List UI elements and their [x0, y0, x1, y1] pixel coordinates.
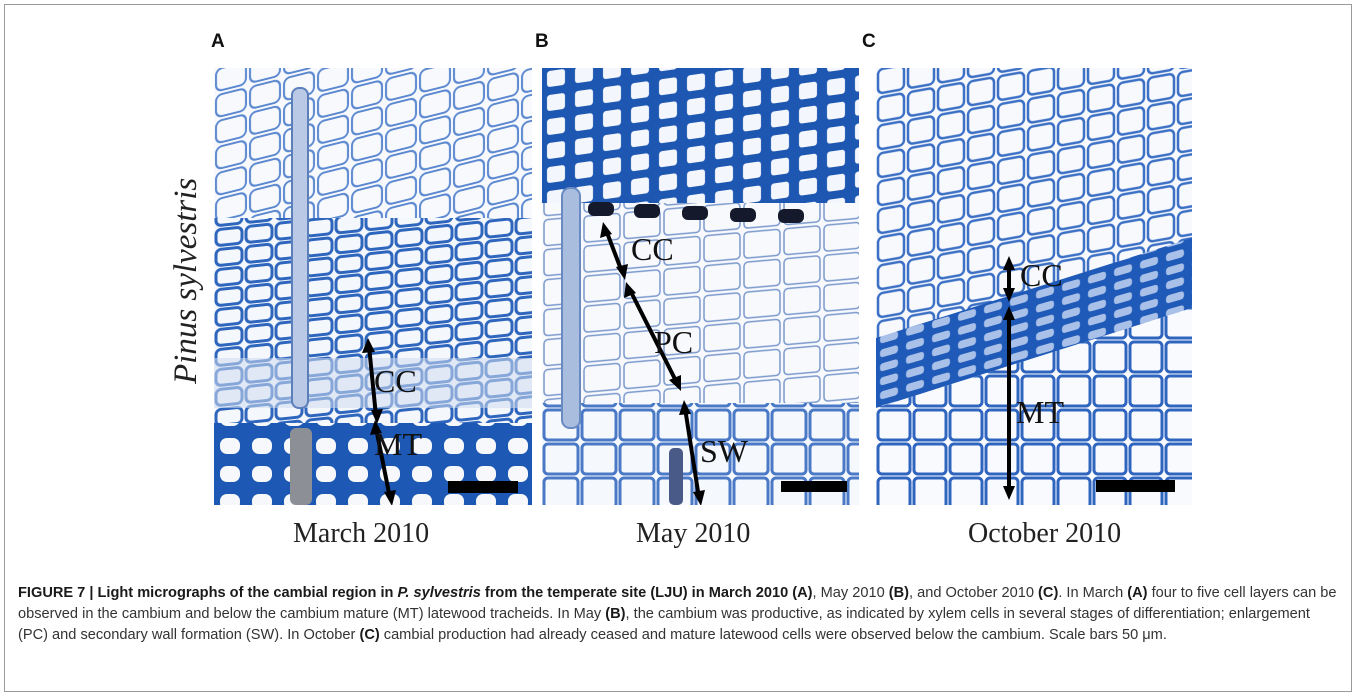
- micrograph-b: CC PC SW: [542, 68, 859, 505]
- caption-text-4: four to five cell layers can be observed…: [18, 585, 1337, 622]
- panel-date-b: May 2010: [636, 518, 751, 549]
- caption-ref-a1: (A): [792, 585, 813, 601]
- panel-letter-c: C: [862, 31, 876, 52]
- micrograph-a: CC MT: [214, 68, 532, 505]
- species-label: Pinus sylvestris: [168, 177, 204, 384]
- zone-label: MT: [1016, 394, 1064, 430]
- caption-ref-c1: (C): [1038, 585, 1059, 601]
- figure-caption: FIGURE 7 | Light micrographs of the camb…: [18, 583, 1340, 646]
- caption-text-5: , the cambium was productive, as indicat…: [18, 606, 1310, 643]
- caption-heading-a: FIGURE 7 | Light micrographs of the camb…: [18, 585, 398, 601]
- micrograph-c-image: CC MT: [876, 68, 1192, 505]
- panel-date-c: October 2010: [968, 518, 1122, 549]
- figure-frame: [4, 4, 1352, 692]
- caption-text-3: . In March: [1058, 585, 1128, 601]
- panel-date-a: March 2010: [293, 518, 430, 549]
- micrograph-c: CC MT: [876, 68, 1192, 505]
- zone-label: CC: [631, 231, 674, 267]
- panel-letter-a: A: [211, 31, 225, 52]
- caption-ref-b1: (B): [888, 585, 910, 601]
- zone-label: MT: [374, 426, 422, 462]
- caption-text-6: cambial production had already ceased an…: [379, 627, 1167, 643]
- zone-label: CC: [1020, 257, 1063, 293]
- caption-ref-a2: (A): [1127, 585, 1148, 601]
- caption-ref-c2: (C): [359, 627, 380, 643]
- caption-heading-species: P. sylvestris: [397, 585, 481, 601]
- zone-label: PC: [654, 324, 693, 360]
- zone-label: SW: [700, 433, 749, 469]
- micrograph-b-image: CC PC SW: [542, 68, 859, 505]
- micrograph-a-image: CC MT: [214, 68, 532, 505]
- caption-heading-b: from the temperate site (LJU) in March 2…: [480, 585, 793, 601]
- caption-text-2: , and October 2010: [909, 585, 1039, 601]
- caption-ref-b2: (B): [605, 606, 626, 622]
- panel-letter-b: B: [535, 31, 549, 52]
- zone-label: CC: [374, 363, 417, 399]
- caption-text-1: , May 2010: [812, 585, 889, 601]
